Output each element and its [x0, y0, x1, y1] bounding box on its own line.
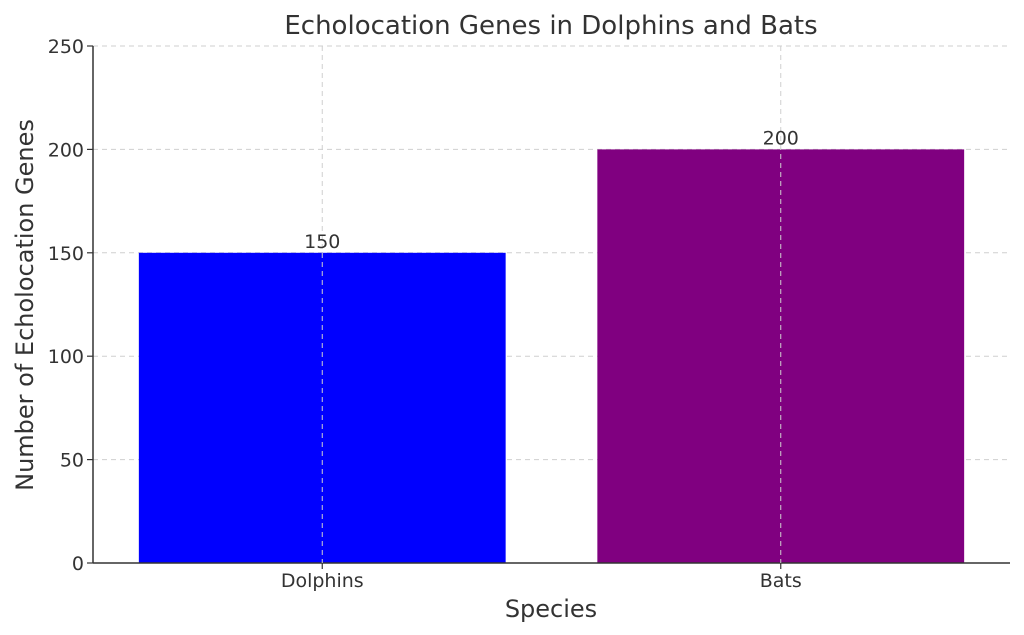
x-tick-label: Bats — [760, 570, 802, 592]
bar-value-label: 200 — [763, 127, 799, 149]
axes — [92, 46, 1010, 564]
y-tick-label: 0 — [72, 553, 84, 575]
y-tick-label: 50 — [60, 450, 84, 472]
x-tick-label: Dolphins — [281, 570, 364, 592]
y-tick-label: 150 — [48, 243, 84, 265]
y-ticks: 0 50 100 150 200 250 — [48, 36, 93, 575]
y-tick-label: 200 — [48, 139, 84, 161]
bar-value-label: 150 — [304, 231, 340, 253]
bars — [138, 149, 965, 564]
y-axis-label: Number of Echolocation Genes — [11, 119, 39, 491]
y-tick-label: 250 — [48, 36, 84, 58]
value-labels: 150 200 — [304, 46, 799, 563]
x-ticks: Dolphins Bats — [281, 563, 802, 592]
chart-title: Echolocation Genes in Dolphins and Bats — [284, 11, 817, 41]
x-axis-label: Species — [505, 595, 597, 623]
y-tick-label: 100 — [48, 346, 84, 368]
